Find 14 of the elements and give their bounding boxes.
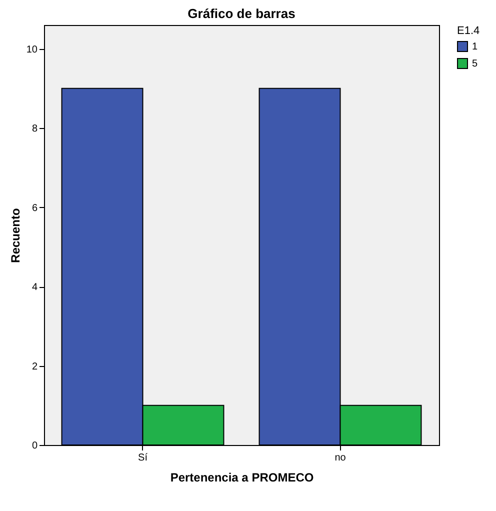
y-tick-label: 2 [32, 361, 38, 372]
y-axis-title: Recuento [8, 208, 22, 263]
y-tick-label: 6 [32, 202, 38, 214]
y-tick-label: 0 [32, 440, 38, 452]
legend-label: 5 [472, 58, 478, 70]
x-tick-label: no [334, 452, 346, 464]
y-tick-label: 8 [32, 124, 38, 135]
y-tick-label: 10 [26, 44, 38, 56]
x-tick-label: Sí [138, 452, 148, 464]
x-axis-title: Pertenencia a PROMECO [170, 470, 314, 484]
legend-title: E1.4 [457, 25, 480, 37]
y-tick-label: 4 [32, 282, 38, 294]
legend-label: 1 [472, 42, 478, 52]
chart-title: Gráfico de barras [188, 6, 296, 21]
